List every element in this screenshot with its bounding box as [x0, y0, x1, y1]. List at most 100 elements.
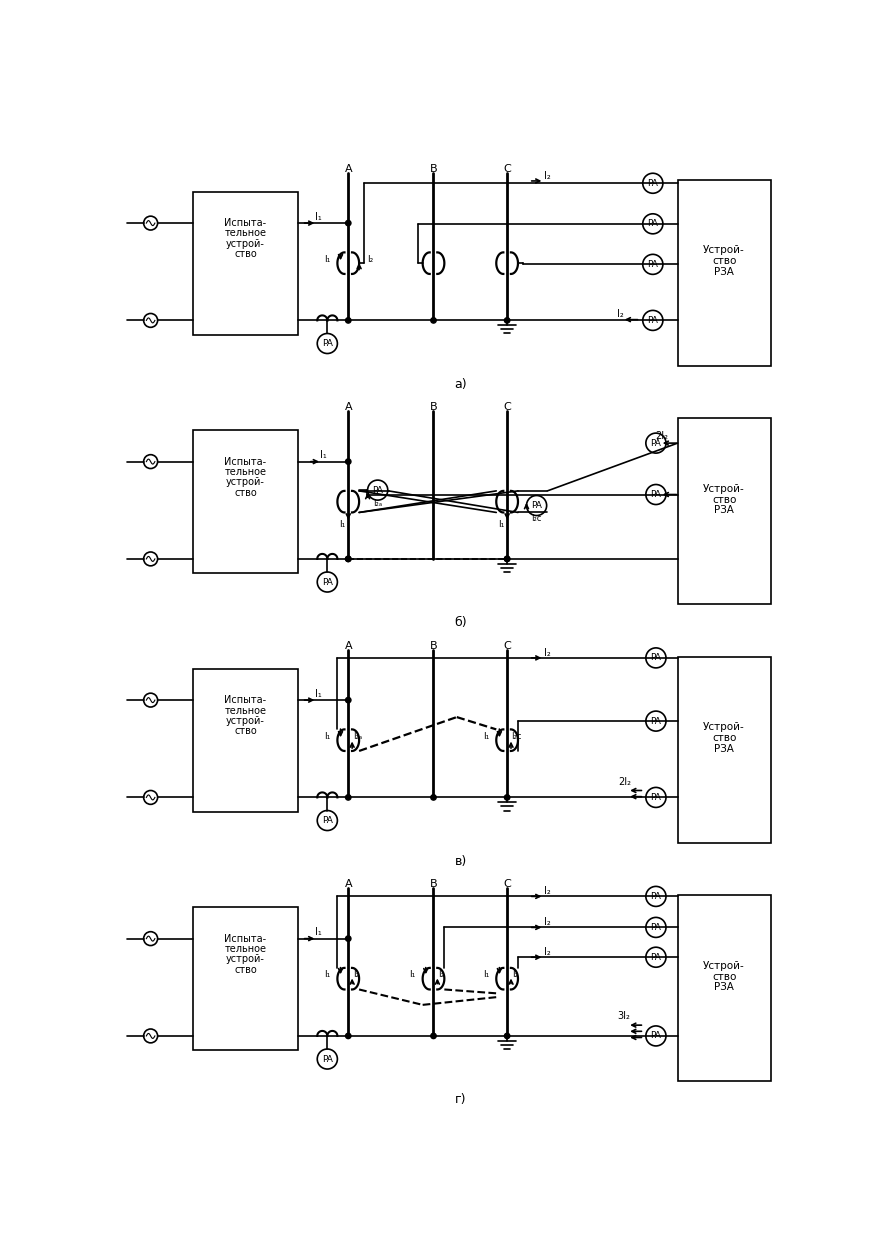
Circle shape: [345, 794, 350, 800]
Text: 3I₂: 3I₂: [616, 1011, 629, 1021]
Text: PA: PA: [650, 892, 661, 901]
Text: PA: PA: [650, 953, 661, 961]
Text: PA: PA: [372, 486, 383, 494]
Text: A: A: [344, 164, 351, 173]
Text: I₁: I₁: [339, 519, 345, 529]
Text: РЗА: РЗА: [713, 266, 733, 278]
Text: устрой-: устрой-: [226, 239, 265, 249]
Text: ство: ство: [711, 733, 736, 743]
Text: I₂ₐ: I₂ₐ: [352, 732, 362, 741]
Text: I₂: I₂: [352, 970, 358, 979]
Circle shape: [504, 794, 510, 800]
Text: B: B: [429, 641, 437, 650]
Text: PA: PA: [646, 316, 657, 325]
Text: I₂: I₂: [616, 310, 623, 320]
Text: г): г): [454, 1093, 466, 1106]
Text: ство: ство: [711, 971, 736, 981]
Circle shape: [504, 556, 510, 561]
Text: I₁: I₁: [409, 970, 415, 979]
Text: C: C: [502, 403, 510, 413]
Text: 2I₂: 2I₂: [618, 777, 631, 787]
Text: Устрой-: Устрой-: [703, 961, 744, 971]
Text: Испыта-: Испыта-: [224, 695, 266, 705]
Text: I₂: I₂: [367, 255, 373, 264]
Text: A: A: [344, 641, 351, 650]
Text: PA: PA: [322, 577, 333, 586]
Text: PA: PA: [650, 716, 661, 726]
Text: I₂: I₂: [544, 947, 550, 957]
Text: PA: PA: [650, 653, 661, 663]
Text: I₂: I₂: [544, 917, 550, 927]
Text: PA: PA: [530, 501, 542, 510]
Text: PA: PA: [650, 923, 661, 932]
Text: I₁: I₁: [483, 970, 489, 979]
Circle shape: [504, 317, 510, 323]
Text: C: C: [502, 880, 510, 890]
Text: PA: PA: [322, 339, 333, 348]
Text: I₁: I₁: [483, 732, 489, 741]
Text: I₂c: I₂c: [531, 514, 541, 523]
Text: ство: ство: [234, 965, 257, 975]
Text: тельное: тельное: [224, 467, 266, 477]
Text: РЗА: РЗА: [713, 983, 733, 992]
Bar: [193, 192, 298, 335]
Text: C: C: [502, 164, 510, 173]
Text: тельное: тельное: [224, 944, 266, 954]
Text: РЗА: РЗА: [713, 743, 733, 755]
Text: Испыта-: Испыта-: [224, 218, 266, 228]
Text: Испыта-: Испыта-: [224, 934, 266, 944]
Circle shape: [345, 221, 350, 225]
Text: I₂: I₂: [511, 970, 518, 979]
Text: ство: ство: [234, 249, 257, 259]
Text: PA: PA: [646, 178, 657, 188]
Text: I₂: I₂: [544, 886, 550, 896]
Text: ство: ство: [711, 494, 736, 504]
Circle shape: [430, 317, 435, 323]
Text: устрой-: устрой-: [226, 716, 265, 726]
Text: б): б): [454, 616, 467, 629]
Text: PA: PA: [646, 260, 657, 269]
Text: B: B: [429, 880, 437, 890]
Bar: [677, 180, 770, 366]
Circle shape: [345, 1033, 350, 1038]
Text: I₁: I₁: [324, 970, 330, 979]
Text: I₂: I₂: [544, 171, 550, 181]
Text: PA: PA: [646, 219, 657, 228]
Text: I₂: I₂: [438, 970, 444, 979]
Text: тельное: тельное: [224, 228, 266, 238]
Bar: [193, 430, 298, 574]
Text: ство: ство: [234, 488, 257, 498]
Circle shape: [504, 1033, 510, 1038]
Text: B: B: [429, 403, 437, 413]
Text: I₂c: I₂c: [510, 732, 521, 741]
Text: РЗА: РЗА: [713, 506, 733, 515]
Text: в): в): [454, 855, 467, 867]
Bar: [677, 896, 770, 1082]
Text: I₁: I₁: [315, 928, 322, 938]
Text: Устрой-: Устрой-: [703, 722, 744, 732]
Circle shape: [430, 794, 435, 800]
Text: C: C: [502, 641, 510, 650]
Circle shape: [345, 556, 350, 561]
Circle shape: [345, 935, 350, 942]
Text: ство: ство: [234, 726, 257, 736]
Text: Устрой-: Устрой-: [703, 484, 744, 494]
Text: A: A: [344, 403, 351, 413]
Text: PA: PA: [650, 439, 661, 447]
Text: PA: PA: [322, 1054, 333, 1063]
Text: а): а): [454, 378, 467, 390]
Circle shape: [504, 556, 510, 561]
Text: PA: PA: [650, 793, 661, 802]
Text: устрой-: устрой-: [226, 477, 265, 487]
Circle shape: [430, 1033, 435, 1038]
Text: тельное: тельное: [224, 705, 266, 715]
Circle shape: [345, 458, 350, 465]
Text: I₁: I₁: [315, 689, 322, 699]
Bar: [677, 419, 770, 605]
Bar: [193, 669, 298, 812]
Bar: [677, 657, 770, 843]
Text: Устрой-: Устрой-: [703, 245, 744, 255]
Text: I₁: I₁: [320, 451, 326, 461]
Text: PA: PA: [650, 489, 661, 499]
Text: A: A: [344, 880, 351, 890]
